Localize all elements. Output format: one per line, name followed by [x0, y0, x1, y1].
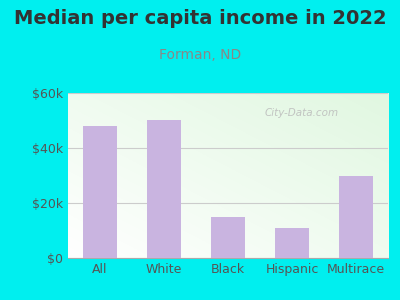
Text: Median per capita income in 2022: Median per capita income in 2022: [14, 9, 386, 28]
Bar: [339, 176, 373, 258]
Text: Forman, ND: Forman, ND: [159, 48, 241, 62]
Text: City-Data.com: City-Data.com: [264, 108, 339, 118]
Bar: [211, 217, 245, 258]
Bar: [275, 228, 309, 258]
Bar: [147, 121, 181, 258]
Bar: [83, 126, 117, 258]
